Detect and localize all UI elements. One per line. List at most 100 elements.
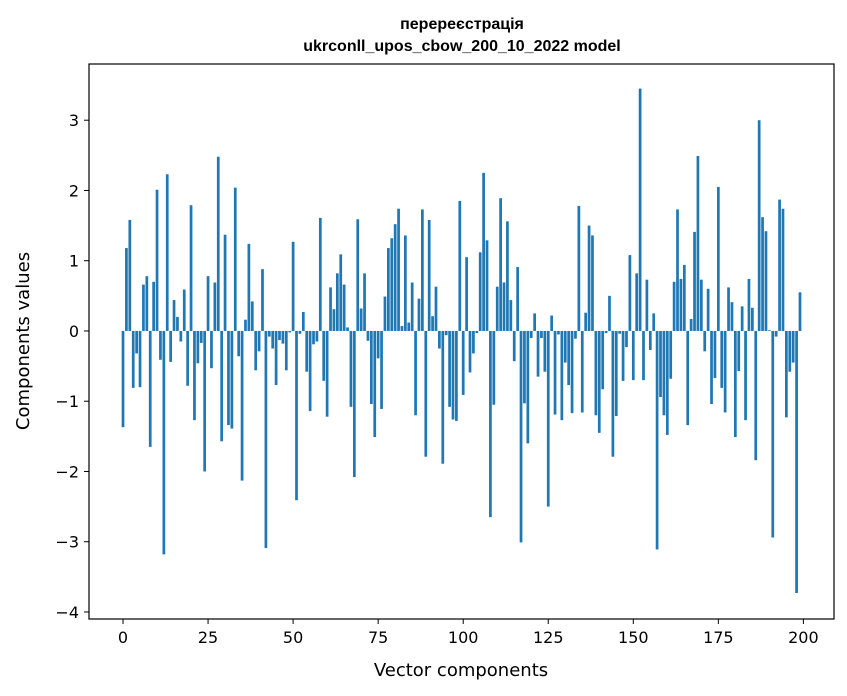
y-tick-label: 3 xyxy=(69,111,79,130)
bar xyxy=(312,330,315,345)
bar xyxy=(740,306,744,331)
bar xyxy=(176,316,179,331)
bar xyxy=(757,120,761,331)
bar xyxy=(278,330,281,341)
bar xyxy=(754,330,758,461)
y-axis-ticks: −4 −3 −2 −1 0 1 2 3 xyxy=(55,111,89,622)
bar xyxy=(335,273,339,331)
bar xyxy=(305,330,309,372)
bar xyxy=(250,301,254,331)
bar xyxy=(764,231,768,331)
bar xyxy=(397,208,400,331)
bar xyxy=(625,330,628,348)
bar xyxy=(390,238,394,331)
bar xyxy=(142,284,145,331)
bar xyxy=(526,330,530,444)
bar xyxy=(407,322,411,331)
bar xyxy=(233,187,237,331)
bar xyxy=(427,219,431,331)
bar xyxy=(138,330,142,388)
bar xyxy=(485,240,489,331)
x-axis-label: Vector components xyxy=(374,660,548,681)
bar xyxy=(672,281,676,331)
bar xyxy=(774,330,778,337)
chart-subtitle: ukrconll_upos_cbow_200_10_2022 model xyxy=(303,38,620,55)
bar xyxy=(448,330,451,407)
bar xyxy=(193,330,196,421)
bar xyxy=(489,330,492,518)
bar xyxy=(580,330,584,413)
bar xyxy=(271,330,275,349)
bar xyxy=(461,330,465,395)
y-tick-label: −1 xyxy=(55,392,79,411)
bar xyxy=(594,330,598,416)
bar xyxy=(628,255,632,331)
bar xyxy=(240,330,244,481)
bar xyxy=(261,269,264,331)
x-tick-label: 50 xyxy=(283,628,303,647)
plot-frame xyxy=(88,63,835,620)
bar xyxy=(523,330,526,404)
bar xyxy=(155,189,159,331)
bar xyxy=(791,330,795,363)
bar xyxy=(716,186,720,331)
bar xyxy=(203,330,207,472)
bar xyxy=(455,330,458,421)
bar xyxy=(267,330,271,337)
bar xyxy=(291,241,295,331)
bar xyxy=(696,156,700,331)
bar xyxy=(638,88,642,331)
bar xyxy=(730,302,734,331)
bar xyxy=(363,273,366,331)
bar xyxy=(421,209,424,331)
bar xyxy=(284,330,288,371)
bar xyxy=(186,330,190,386)
y-tick-label: −4 xyxy=(55,603,79,622)
y-tick-label: 0 xyxy=(69,322,79,341)
bar xyxy=(536,330,540,377)
bar xyxy=(795,330,798,594)
bar xyxy=(383,296,387,331)
bar xyxy=(165,174,169,331)
bar xyxy=(659,330,662,397)
bar xyxy=(295,330,298,501)
bar xyxy=(676,209,679,331)
bar xyxy=(611,330,615,457)
bar xyxy=(550,315,554,331)
bar xyxy=(308,330,312,412)
bar xyxy=(540,330,543,338)
bar xyxy=(635,273,639,331)
bar xyxy=(733,330,737,438)
bar xyxy=(414,330,417,416)
bar xyxy=(577,205,581,331)
bars-group xyxy=(121,88,802,594)
bar xyxy=(281,330,285,344)
bar xyxy=(400,326,404,331)
bar xyxy=(199,330,203,343)
bar xyxy=(404,235,407,331)
x-tick-label: 150 xyxy=(618,628,649,647)
bar xyxy=(727,287,730,331)
bar xyxy=(369,330,373,405)
bar xyxy=(798,292,802,331)
y-tick-label: −3 xyxy=(55,533,79,552)
x-tick-label: 100 xyxy=(448,628,479,647)
x-axis-ticks: 0 25 50 75 100 125 150 175 200 xyxy=(118,619,819,647)
bar xyxy=(325,330,329,417)
bar xyxy=(689,319,693,331)
bar xyxy=(417,298,421,331)
bar xyxy=(196,330,200,364)
bar xyxy=(631,330,635,381)
x-tick-label: 175 xyxy=(703,628,734,647)
bar xyxy=(315,330,319,342)
bar xyxy=(230,330,234,429)
bar xyxy=(608,295,611,331)
bar xyxy=(257,330,261,352)
bar xyxy=(601,330,605,390)
bar xyxy=(560,330,564,421)
bar xyxy=(182,289,186,331)
bar xyxy=(438,330,441,349)
bar xyxy=(475,330,479,334)
bar xyxy=(506,221,509,331)
